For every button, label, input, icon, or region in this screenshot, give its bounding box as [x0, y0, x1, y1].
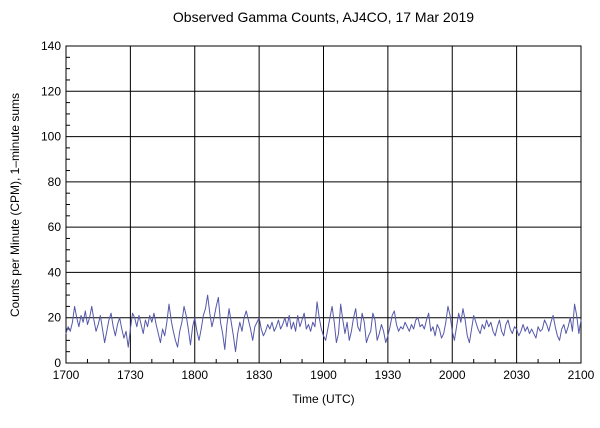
- y-tick-label: 0: [54, 356, 61, 370]
- x-tick-label: 2000: [439, 368, 466, 382]
- y-tick-label: 80: [48, 175, 62, 189]
- x-tick-label: 1730: [117, 368, 144, 382]
- y-tick-label: 60: [48, 220, 62, 234]
- data-series-line: [65, 294, 582, 353]
- x-tick-label: 1800: [181, 368, 208, 382]
- y-tick-label: 140: [41, 39, 61, 53]
- y-tick-label: 120: [41, 84, 61, 98]
- x-tick-label: 1700: [53, 368, 80, 382]
- y-tick-label: 100: [41, 130, 61, 144]
- x-tick-label: 1830: [246, 368, 273, 382]
- x-tick-label: 2100: [568, 368, 595, 382]
- x-tick-label: 1900: [310, 368, 337, 382]
- x-axis-title: Time (UTC): [292, 392, 355, 406]
- x-tick-label: 2030: [503, 368, 530, 382]
- plot-frame: [65, 45, 582, 364]
- y-tick-label: 40: [48, 265, 62, 279]
- y-tick-label: 20: [48, 311, 62, 325]
- chart-title: Observed Gamma Counts, AJ4CO, 17 Mar 201…: [172, 9, 475, 25]
- x-tick-label: 1930: [375, 368, 402, 382]
